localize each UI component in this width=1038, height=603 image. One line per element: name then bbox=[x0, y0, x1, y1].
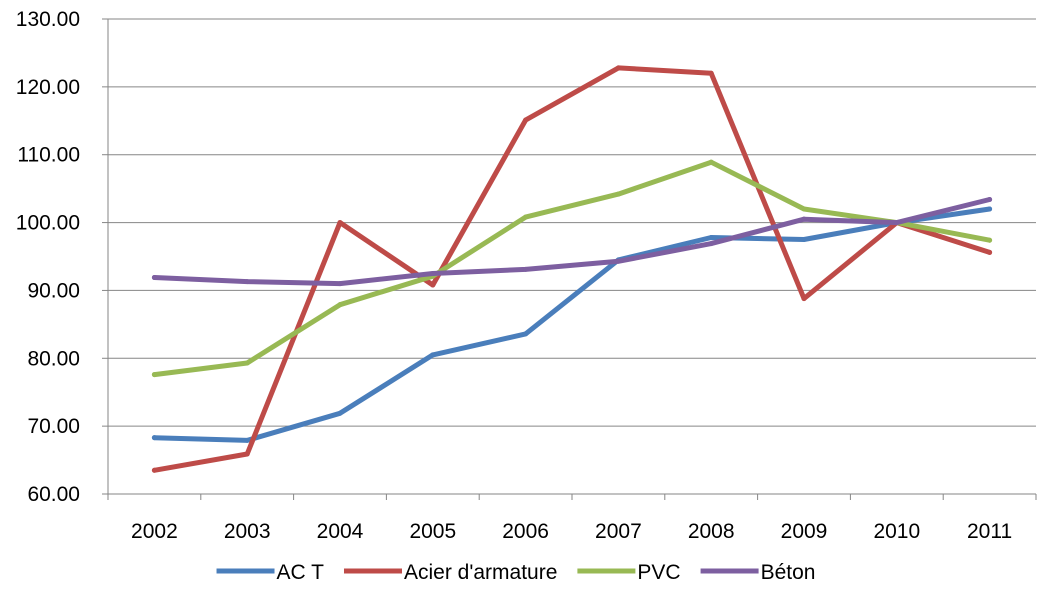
data-point bbox=[708, 70, 714, 76]
data-point bbox=[430, 270, 436, 276]
data-point bbox=[894, 220, 900, 226]
x-tick-label: 2010 bbox=[873, 520, 920, 543]
data-point bbox=[523, 117, 529, 123]
x-tick-label: 2008 bbox=[688, 520, 735, 543]
data-point bbox=[615, 258, 621, 264]
legend: AC T Acier d'armature PVC Béton bbox=[216, 561, 816, 584]
x-tick-label: 2005 bbox=[409, 520, 456, 543]
axes bbox=[102, 18, 1037, 500]
x-tick-label: 2007 bbox=[595, 520, 642, 543]
data-point bbox=[801, 296, 807, 302]
gridlines bbox=[108, 18, 1036, 427]
data-point bbox=[708, 235, 714, 240]
legend-label-3: Béton bbox=[761, 561, 816, 584]
x-tick-label: 2003 bbox=[224, 520, 271, 543]
legend-label-0: AC T bbox=[277, 561, 325, 584]
x-tick-label: 2009 bbox=[781, 520, 828, 543]
data-point bbox=[987, 197, 993, 202]
data-point bbox=[801, 216, 807, 222]
data-point bbox=[244, 360, 250, 366]
data-point bbox=[151, 467, 157, 473]
data-point bbox=[708, 159, 714, 165]
y-tick-label: 100.00 bbox=[16, 212, 80, 235]
data-point bbox=[615, 191, 621, 197]
x-tick-label: 2004 bbox=[317, 520, 364, 543]
y-tick-label: 90.00 bbox=[27, 279, 80, 302]
data-point bbox=[337, 410, 343, 416]
data-point bbox=[337, 220, 343, 226]
y-tick-label: 60.00 bbox=[27, 483, 80, 506]
series-line-2 bbox=[151, 159, 993, 378]
data-point bbox=[987, 249, 993, 255]
data-point bbox=[708, 241, 714, 247]
y-tick-label: 120.00 bbox=[16, 76, 80, 99]
data-point bbox=[615, 65, 621, 71]
data-point bbox=[430, 282, 436, 288]
data-point bbox=[801, 237, 807, 243]
tick-labels: 60.00 70.00 80.00 90.00 100.00 110.00 120.00 13… bbox=[16, 8, 1012, 543]
y-tick-label: 110.00 bbox=[17, 144, 80, 167]
data-point bbox=[151, 372, 157, 378]
data-point bbox=[244, 279, 250, 285]
x-tick-label: 2011 bbox=[967, 520, 1012, 543]
data-point bbox=[987, 237, 993, 243]
data-point bbox=[244, 437, 250, 443]
data-point bbox=[151, 435, 157, 441]
data-point bbox=[337, 281, 343, 287]
y-tick-label: 70.00 bbox=[27, 415, 80, 438]
y-tick-label: 130.00 bbox=[16, 8, 80, 31]
x-tick-label: 2002 bbox=[131, 520, 178, 543]
series-line-1 bbox=[151, 65, 993, 473]
data-point bbox=[244, 451, 250, 457]
y-tick-label: 80.00 bbox=[27, 347, 80, 370]
data-point bbox=[801, 206, 807, 212]
series-line-3 bbox=[151, 197, 993, 287]
data-point bbox=[151, 275, 157, 281]
data-point bbox=[430, 352, 436, 358]
data-point bbox=[523, 266, 529, 272]
legend-label-2: PVC bbox=[637, 561, 680, 584]
x-tick-label: 2006 bbox=[502, 520, 549, 543]
series-line-0 bbox=[151, 206, 993, 443]
data-point bbox=[337, 302, 343, 308]
legend-label-1: Acier d'armature bbox=[404, 561, 557, 584]
series-lines bbox=[151, 65, 993, 473]
data-point bbox=[987, 206, 993, 212]
data-point bbox=[523, 214, 529, 220]
data-point bbox=[523, 331, 529, 337]
